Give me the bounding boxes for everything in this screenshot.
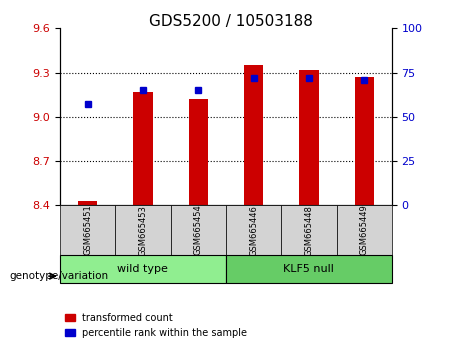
FancyBboxPatch shape [60, 205, 115, 255]
Bar [299, 70, 319, 205]
FancyBboxPatch shape [60, 255, 226, 283]
FancyBboxPatch shape [281, 205, 337, 255]
FancyBboxPatch shape [226, 205, 281, 255]
Text: KLF5 null: KLF5 null [284, 264, 334, 274]
Text: GSM665448: GSM665448 [304, 205, 313, 256]
Text: genotype/variation: genotype/variation [9, 271, 108, 281]
Text: wild type: wild type [118, 264, 168, 274]
Text: GDS5200 / 10503188: GDS5200 / 10503188 [148, 14, 313, 29]
Text: GSM665449: GSM665449 [360, 205, 369, 256]
Text: GSM665446: GSM665446 [249, 205, 258, 256]
Bar [78, 201, 97, 205]
FancyBboxPatch shape [337, 205, 392, 255]
Bar [355, 77, 374, 205]
Text: GSM665454: GSM665454 [194, 205, 203, 256]
Bar [133, 92, 153, 205]
FancyBboxPatch shape [171, 205, 226, 255]
FancyBboxPatch shape [115, 205, 171, 255]
Bar [189, 99, 208, 205]
Text: GSM665451: GSM665451 [83, 205, 92, 256]
Text: GSM665453: GSM665453 [138, 205, 148, 256]
FancyBboxPatch shape [226, 255, 392, 283]
Bar [244, 65, 263, 205]
Legend: transformed count, percentile rank within the sample: transformed count, percentile rank withi… [65, 313, 247, 338]
